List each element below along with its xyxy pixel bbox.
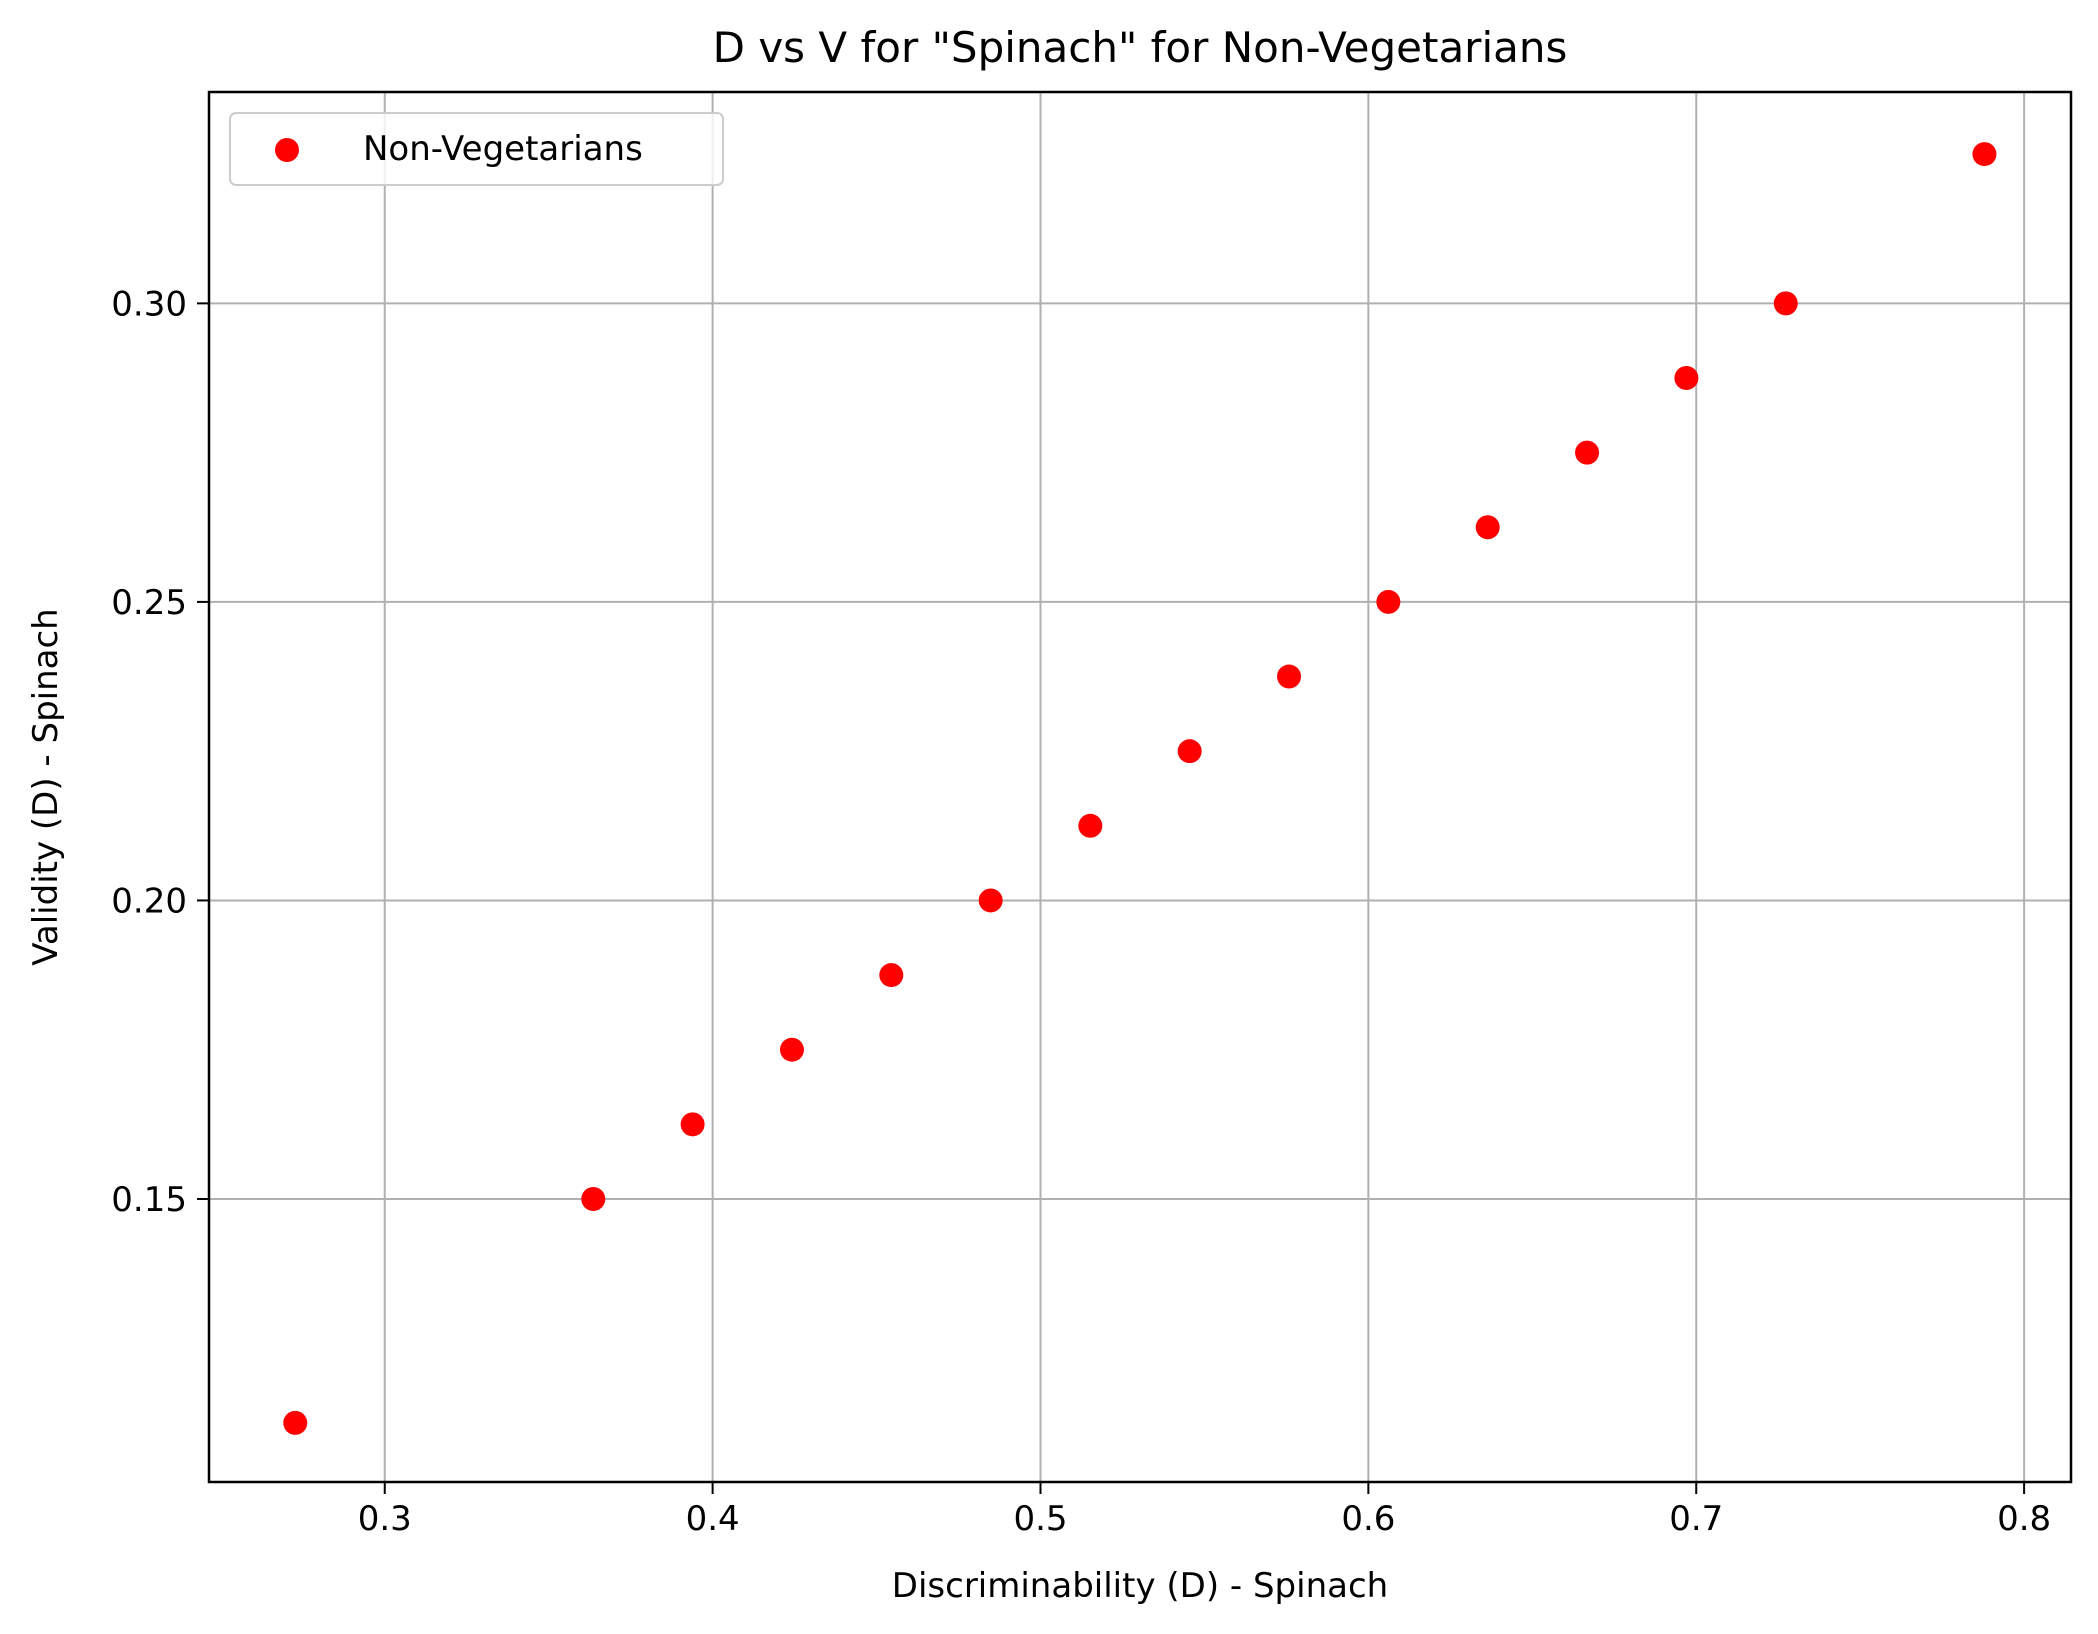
- scatter-point: [978, 888, 1003, 913]
- scatter-point: [1475, 515, 1500, 540]
- scatter-point: [1376, 589, 1401, 614]
- y-axis-label: Validity (D) - Spinach: [26, 608, 66, 965]
- y-tick-label: 0.30: [111, 284, 187, 324]
- y-tick-label: 0.25: [111, 583, 187, 623]
- x-tick-label: 0.5: [1013, 1499, 1067, 1539]
- scatter-point: [1575, 440, 1600, 465]
- scatter-point: [680, 1112, 705, 1137]
- chart-title: D vs V for "Spinach" for Non-Vegetarians: [713, 23, 1568, 72]
- scatter-point: [1078, 813, 1103, 838]
- scatter-point: [581, 1186, 606, 1211]
- scatter-point: [1674, 366, 1699, 391]
- x-tick-label: 0.3: [358, 1499, 412, 1539]
- scatter-point: [1773, 291, 1798, 316]
- scatter-point: [283, 1410, 308, 1435]
- y-axis-ticks: 0.15 0.20 0.25 0.30: [111, 284, 209, 1220]
- y-tick-label: 0.20: [111, 881, 187, 921]
- x-tick-label: 0.8: [1997, 1499, 2051, 1539]
- scatter-point: [779, 1037, 804, 1062]
- legend-label: Non-Vegetarians: [363, 129, 643, 169]
- legend-marker: [275, 138, 299, 162]
- legend: Non-Vegetarians: [229, 112, 724, 186]
- x-axis-label: Discriminability (D) - Spinach: [892, 1566, 1388, 1606]
- scatter-point: [879, 963, 904, 988]
- data-points: [283, 142, 1997, 1435]
- scatter-point: [1277, 664, 1302, 689]
- scatter-point: [1972, 142, 1997, 167]
- x-tick-label: 0.4: [686, 1499, 740, 1539]
- scatter-point: [1177, 739, 1202, 764]
- plot-frame: [207, 90, 2073, 1484]
- legend-frame: [229, 112, 724, 186]
- x-axis-ticks: 0.3 0.4 0.5 0.6 0.7 0.8: [358, 1482, 2051, 1539]
- x-tick-label: 0.7: [1669, 1499, 1723, 1539]
- x-tick-label: 0.6: [1341, 1499, 1395, 1539]
- grid-lines: [209, 92, 2071, 1482]
- y-tick-label: 0.15: [111, 1180, 187, 1220]
